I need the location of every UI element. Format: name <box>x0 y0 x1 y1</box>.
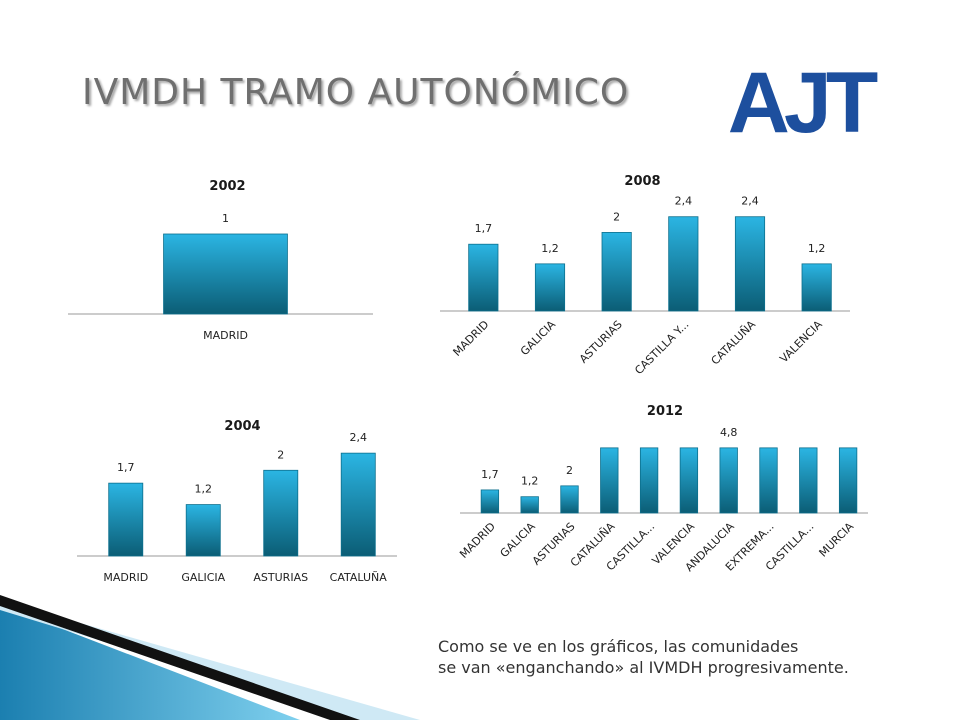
tick-label: MADRID <box>457 520 498 561</box>
bar <box>560 485 579 514</box>
chart-2002: 2002 1 MADRID <box>68 170 385 350</box>
bar <box>340 452 376 557</box>
tick-label: GALICIA <box>498 520 539 561</box>
data-label: 1,2 <box>808 242 826 255</box>
bar <box>185 504 221 557</box>
bar <box>734 216 766 312</box>
caption-line-2: se van «enganchando» al IVMDH progresiva… <box>438 658 849 677</box>
data-label: 1,2 <box>541 242 559 255</box>
logo-text: AJT <box>728 56 878 140</box>
bar <box>759 447 778 514</box>
tick-label: MADRID <box>203 329 248 342</box>
ajt-logo: AJT <box>728 56 884 140</box>
tick-label: ASTURIAS <box>577 318 625 366</box>
tick-label: MADRID <box>451 318 492 359</box>
data-label: 2 <box>566 464 573 477</box>
corner-light-band <box>0 600 420 720</box>
corner-blue-wedge <box>0 605 300 720</box>
data-label: 1,2 <box>521 475 539 488</box>
tick-label: CASTILLA Y... <box>632 318 691 377</box>
chart-2012-svg: 20121,7MADRID1,2GALICIA2ASTURIASCATALUÑA… <box>457 404 868 574</box>
chart-title: 2012 <box>647 404 683 419</box>
tick-label: ASTURIAS <box>253 571 308 584</box>
bar <box>163 233 288 315</box>
slide-title: IVMDH TRAMO AUTONÓMICO <box>82 72 630 113</box>
caption-line-1: Como se ve en los gráficos, las comunida… <box>438 637 799 656</box>
tick-label: MURCIA <box>817 520 857 560</box>
bar <box>108 482 144 557</box>
chart-title: 2002 <box>209 179 245 194</box>
chart-title: 2008 <box>624 174 660 189</box>
bar <box>534 263 566 312</box>
tick-label: CATALUÑA <box>330 571 388 584</box>
data-label: 2,4 <box>350 431 368 444</box>
data-label: 2,4 <box>675 195 693 208</box>
bar <box>668 216 699 312</box>
chart-title: 2004 <box>224 419 260 434</box>
data-label: 1,7 <box>475 222 493 235</box>
data-label: 4,8 <box>720 426 738 439</box>
corner-decoration <box>0 595 420 720</box>
bar <box>480 489 500 514</box>
bar <box>600 447 619 514</box>
tick-label: GALICIA <box>518 318 559 359</box>
bar <box>679 447 699 514</box>
bar <box>838 447 858 514</box>
chart-2008: 2008 1,7 MADRID 1,2 GALICIA 2 ASTURIAS 2,4 CASTI… <box>430 165 855 400</box>
bar <box>468 243 499 312</box>
caption: Como se ve en los gráficos, las comunida… <box>438 636 849 678</box>
data-label: 1 <box>222 212 229 225</box>
tick-label: CATALUÑA <box>709 318 759 368</box>
chart-2008-svg: 2008 1,7 MADRID 1,2 GALICIA 2 ASTURIAS 2,4 CASTI… <box>440 174 850 377</box>
chart-2004: 2004 1,7 MADRID 1,2 GALICIA 2 ASTURIAS 2,4 CATAL… <box>77 410 400 590</box>
data-label: 1,7 <box>117 461 135 474</box>
chart-2004-svg: 2004 1,7 MADRID 1,2 GALICIA 2 ASTURIAS 2,4 CATAL… <box>77 419 397 584</box>
bar <box>263 469 299 557</box>
chart-2002-svg: 2002 1 MADRID <box>68 179 373 342</box>
tick-label: MADRID <box>103 571 148 584</box>
chart-2012: 2012 1,7 MADRID 1,2 GALICIA 2 ASTURIAS CATALUÑA… <box>457 395 870 595</box>
bar <box>639 447 659 514</box>
data-label: 1,2 <box>195 483 213 496</box>
bar <box>601 232 632 312</box>
bar <box>520 496 539 514</box>
bar <box>801 263 832 312</box>
tick-label: GALICIA <box>181 571 225 584</box>
data-label: 2 <box>277 448 284 461</box>
bar <box>719 447 738 514</box>
corner-black-stroke <box>0 595 360 720</box>
tick-label: VALENCIA <box>777 318 825 366</box>
data-label: 2,4 <box>741 195 759 208</box>
data-label: 2 <box>613 210 620 223</box>
bar <box>799 447 818 514</box>
data-label: 1,7 <box>481 468 499 481</box>
